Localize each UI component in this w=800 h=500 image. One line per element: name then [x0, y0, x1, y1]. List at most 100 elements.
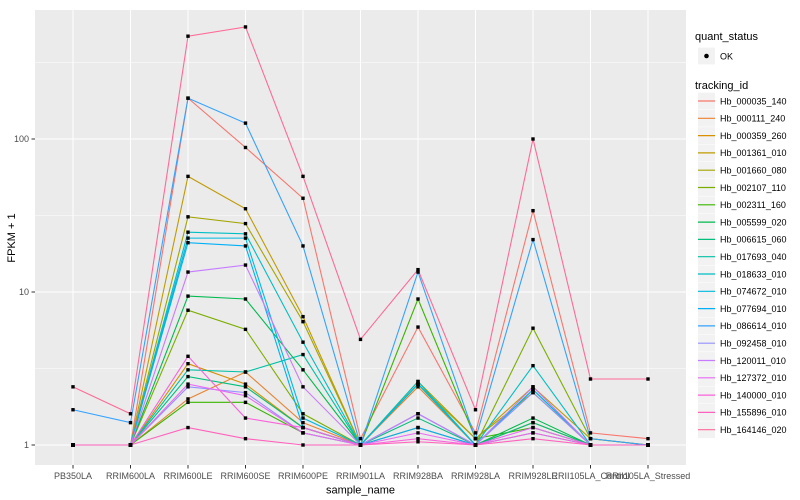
x-tick-label: RRIM928LA [451, 471, 500, 481]
data-point [531, 425, 535, 430]
legend-label-tracking-id: Hb_017693_040 [720, 252, 787, 262]
data-point [416, 425, 420, 430]
data-point [243, 436, 248, 441]
data-point [301, 431, 305, 435]
data-point [186, 308, 190, 312]
legend-label-tracking-id: Hb_002107_110 [720, 183, 786, 193]
x-tick-label: RRIM600PE [278, 471, 328, 481]
data-point [243, 207, 248, 211]
data-point [301, 412, 305, 416]
data-point [416, 436, 420, 441]
data-point [301, 319, 305, 324]
data-point [71, 408, 75, 412]
data-point [301, 420, 305, 425]
data-point [473, 443, 478, 447]
data-point [243, 263, 248, 267]
data-point [416, 416, 420, 420]
legend-label-tracking-id: Hb_000111_240 [720, 114, 785, 124]
legend-title-quant-status: quant_status [695, 31, 758, 43]
data-point [416, 385, 420, 389]
x-tick-label: RRIM600SE [220, 471, 270, 481]
data-point [416, 270, 420, 274]
data-point [531, 137, 535, 141]
data-point [71, 385, 75, 389]
legend-label-tracking-id: Hb_086614_010 [720, 321, 787, 331]
legend-label-tracking-id: Hb_006615_060 [720, 235, 787, 245]
legend-label-tracking-id: Hb_001660_080 [720, 166, 787, 176]
data-point [588, 436, 593, 441]
x-tick-label: RRIM600LE [163, 471, 212, 481]
x-tick-label: PB350LA [54, 471, 92, 481]
data-point [416, 431, 420, 435]
data-point [416, 297, 420, 301]
data-point [531, 326, 535, 330]
data-point [186, 361, 190, 366]
data-point [531, 420, 535, 425]
data-point [186, 174, 190, 179]
data-point [243, 244, 248, 248]
legend-label-tracking-id: Hb_001361_010 [720, 148, 787, 158]
data-point [186, 397, 190, 401]
data-point [186, 374, 190, 379]
data-point [588, 431, 593, 435]
ok-point-icon [704, 53, 709, 59]
data-point [186, 215, 190, 219]
y-tick-label: 1 [24, 440, 29, 450]
data-point [473, 408, 478, 412]
legend-label-tracking-id: Hb_018633_010 [720, 269, 787, 279]
data-point [128, 443, 133, 447]
data-point [243, 370, 248, 374]
data-point [186, 425, 190, 430]
data-point [186, 354, 190, 358]
data-point [301, 340, 305, 344]
legend-label-tracking-id: Hb_127372_010 [720, 373, 787, 383]
data-point [301, 368, 305, 372]
data-point [646, 443, 650, 447]
x-tick-label: RRII105LA_Control [551, 471, 629, 481]
legend-label-tracking-id: Hb_000035_140 [720, 96, 787, 106]
legend-label-tracking-id: Hb_120011_010 [720, 356, 786, 366]
data-point [358, 443, 363, 447]
data-point [186, 241, 190, 245]
data-point [531, 208, 535, 213]
data-point [186, 368, 190, 372]
data-point [243, 145, 248, 150]
x-tick-label: RRIM600LA [106, 471, 155, 481]
data-point [243, 385, 248, 389]
data-point [186, 270, 190, 274]
y-tick-label: 10 [19, 287, 29, 297]
legend-label-tracking-id: Hb_164146_020 [720, 425, 787, 435]
data-point [186, 230, 190, 234]
data-point [186, 294, 190, 298]
data-point [128, 412, 133, 416]
data-point [301, 314, 305, 319]
legend-title-tracking-id: tracking_id [695, 80, 748, 92]
data-point [301, 385, 305, 389]
legend-label-tracking-id: Hb_077694_010 [720, 304, 787, 314]
data-point [416, 440, 420, 444]
data-point [416, 379, 420, 384]
data-point [358, 337, 363, 342]
data-point [588, 443, 593, 447]
x-tick-label: RRIM901LA [336, 471, 385, 481]
legend-label-tracking-id: Hb_005599_020 [720, 217, 787, 227]
y-tick-label: 100 [14, 134, 29, 144]
data-point [531, 416, 535, 420]
legend-label-tracking-id: Hb_140000_010 [720, 390, 787, 400]
legend-label-tracking-id: Hb_074672_010 [720, 287, 787, 297]
data-point [358, 436, 363, 441]
data-point [646, 377, 650, 381]
data-point [243, 390, 248, 395]
data-point [243, 121, 248, 125]
data-point [531, 390, 535, 395]
data-point [243, 236, 248, 240]
data-point [186, 400, 190, 405]
legend-label-tracking-id: Hb_000359_260 [720, 131, 787, 141]
data-point [531, 363, 535, 368]
data-point [416, 412, 420, 416]
data-point [243, 416, 248, 420]
data-point [243, 400, 248, 405]
data-point [186, 236, 190, 240]
